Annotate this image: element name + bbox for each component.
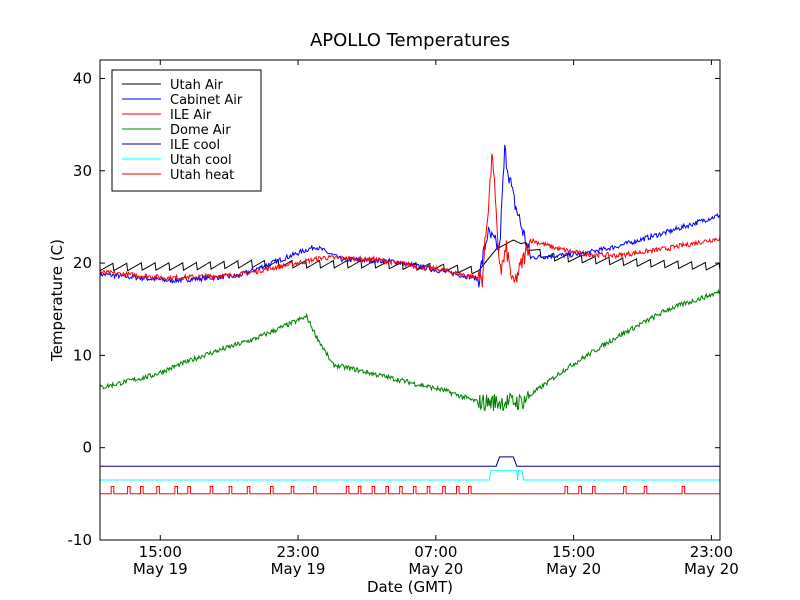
legend-label: Dome Air (170, 123, 231, 138)
series-line-utah-cool (100, 470, 720, 481)
y-tick-label: 40 (73, 69, 92, 87)
x-tick-time: 23:00 (276, 543, 319, 561)
x-tick-time: 23:00 (690, 543, 733, 561)
y-tick-label: 20 (73, 254, 92, 272)
x-tick-date: May 20 (408, 560, 463, 578)
series-line-ile-air (99, 153, 721, 288)
series-line-utah-heat (100, 486, 720, 495)
legend-label: Utah heat (170, 168, 234, 183)
legend-label: Utah Air (170, 78, 223, 93)
x-tick-date: May 20 (684, 560, 739, 578)
legend-label: Utah cool (170, 153, 232, 168)
x-tick-time: 15:00 (139, 543, 182, 561)
series-layer (99, 144, 721, 495)
legend-label: ILE cool (170, 138, 220, 153)
series-line-utah-air (99, 239, 721, 275)
series-line-dome-air (99, 288, 721, 412)
series-line-ile-cool (100, 456, 720, 467)
y-tick-label: 30 (73, 162, 92, 180)
legend-box (111, 69, 262, 192)
x-tick-date: May 20 (546, 560, 601, 578)
x-tick-time: 07:00 (414, 543, 457, 561)
y-tick-label: 0 (82, 439, 92, 457)
legend-label: ILE Air (170, 108, 212, 123)
legend-label: Cabinet Air (170, 93, 243, 108)
x-tick-date: May 19 (271, 560, 326, 578)
x-axis-label: Date (GMT) (367, 578, 453, 596)
x-tick-date: May 19 (133, 560, 188, 578)
y-tick-label: 10 (73, 346, 92, 364)
y-tick-label: -10 (68, 531, 93, 549)
plot-frame (99, 59, 721, 541)
y-axis-label: Temperature (C) (48, 239, 66, 362)
x-tick-time: 15:00 (552, 543, 595, 561)
chart-title: APOLLO Temperatures (310, 30, 510, 51)
